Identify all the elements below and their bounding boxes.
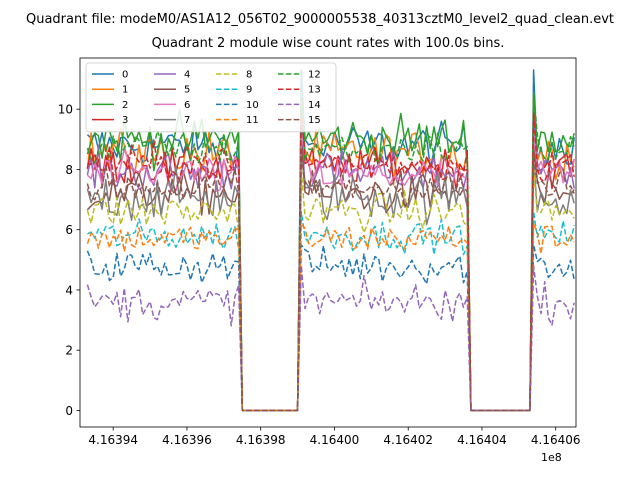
legend-label-8: 8: [246, 70, 252, 81]
y-tick-label: 10: [58, 103, 73, 117]
legend-label-6: 6: [184, 100, 190, 111]
axes-frame: [79, 57, 577, 428]
y-tick-label: 6: [65, 223, 73, 237]
x-tick-label: 4.16402: [383, 433, 433, 447]
x-tick-label: 4.16396: [162, 433, 212, 447]
legend-label-4: 4: [184, 70, 190, 81]
x-tick-label: 4.16394: [88, 433, 138, 447]
legend-label-5: 5: [184, 85, 190, 96]
legend-label-13: 13: [308, 85, 321, 96]
legend-label-1: 1: [122, 85, 128, 96]
legend-label-7: 7: [184, 115, 190, 126]
legend-label-12: 12: [308, 70, 321, 81]
legend-label-14: 14: [308, 100, 321, 111]
series-line-10: [86, 244, 575, 412]
series-line-11: [86, 222, 575, 412]
legend-label-15: 15: [308, 115, 321, 126]
legend-label-3: 3: [122, 115, 128, 126]
x-tick-label: 4.16400: [310, 433, 360, 447]
legend-label-0: 0: [122, 70, 128, 81]
series-line-14: [86, 265, 575, 412]
series-group: [86, 69, 575, 412]
chart-title: Quadrant 2 module wise count rates with …: [151, 36, 505, 51]
legend-box: [85, 62, 337, 133]
x-tick-label: 4.16404: [457, 433, 507, 447]
y-tick-label: 8: [65, 163, 73, 177]
legend-label-9: 9: [246, 85, 252, 96]
x-tick-label: 4.16406: [531, 433, 581, 447]
figure-suptitle: Quadrant file: modeM0/AS1A12_056T02_9000…: [25, 12, 615, 27]
x-axis-offset-label: 1e8: [541, 451, 562, 464]
legend-label-11: 11: [246, 115, 259, 126]
series-line-12: [86, 90, 575, 412]
y-tick-label: 4: [65, 283, 73, 297]
y-tick-label: 2: [65, 344, 73, 358]
legend-label-10: 10: [246, 100, 259, 111]
x-tick-label: 4.16398: [236, 433, 286, 447]
legend-label-2: 2: [122, 100, 128, 111]
series-line-15: [86, 150, 575, 412]
y-tick-label: 0: [65, 404, 73, 418]
series-line-1: [86, 96, 575, 412]
